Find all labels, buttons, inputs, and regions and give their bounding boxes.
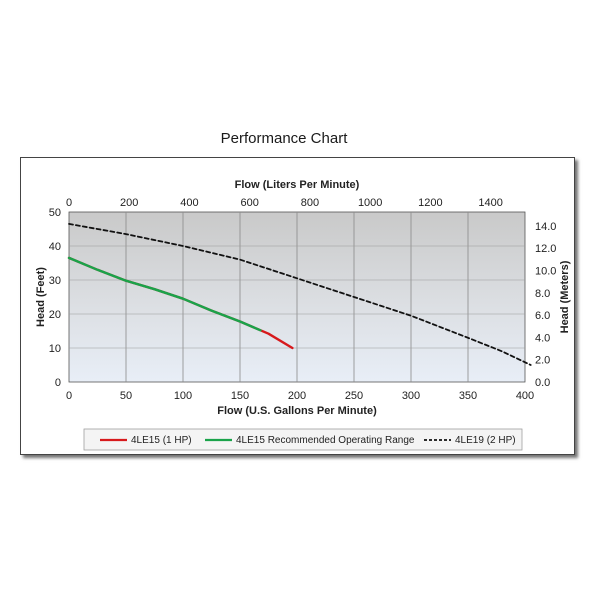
series-line-4le19 [68, 222, 532, 366]
x2-tick-label: 1400 [478, 197, 502, 209]
x-tick-label: 100 [174, 390, 192, 402]
y2-axis-label: Head (Meters) [559, 260, 571, 333]
y-tick-label: 50 [49, 207, 61, 219]
series-line-recommended [67, 256, 262, 332]
x-tick-label: 400 [516, 390, 534, 402]
y-tick-label: 0 [55, 377, 61, 389]
series-lines [67, 222, 532, 366]
y2-tick-label: 4.0 [535, 332, 550, 344]
legend-label-recommended: 4LE15 Recommended Operating Range [236, 435, 415, 446]
x-axis-label: Flow (U.S. Gallons Per Minute) [217, 405, 377, 417]
x2-tick-label: 0 [66, 197, 72, 209]
x-tick-label: 350 [459, 390, 477, 402]
y2-tick-label: 2.0 [535, 355, 550, 367]
y2-tick-label: 14.0 [535, 221, 556, 233]
legend: 4LE15 (1 HP) 4LE15 Recommended Operating… [100, 435, 516, 446]
y2-tick-label: 0.0 [535, 377, 550, 389]
x2-tick-label: 600 [241, 197, 259, 209]
y-tick-label: 30 [49, 275, 61, 287]
x2-tick-label: 1200 [418, 197, 442, 209]
y-tick-label: 20 [49, 309, 61, 321]
y-axis-label: Head (Feet) [35, 267, 47, 327]
x-tick-label: 300 [402, 390, 420, 402]
x-tick-label: 200 [288, 390, 306, 402]
x-tick-label: 50 [120, 390, 132, 402]
x-tick-label: 0 [66, 390, 72, 402]
y2-tick-label: 10.0 [535, 265, 556, 277]
grid-lines [69, 212, 525, 382]
legend-label-4le15: 4LE15 (1 HP) [131, 435, 192, 446]
y2-tick-label: 12.0 [535, 243, 556, 255]
x2-axis-label: Flow (Liters Per Minute) [235, 179, 360, 191]
x2-tick-label: 400 [180, 197, 198, 209]
x2-tick-label: 1000 [358, 197, 382, 209]
x-tick-label: 150 [231, 390, 249, 402]
legend-label-4le19: 4LE19 (2 HP) [455, 435, 516, 446]
y-tick-label: 40 [49, 241, 61, 253]
x-tick-label: 250 [345, 390, 363, 402]
x2-tick-label: 200 [120, 197, 138, 209]
y2-tick-label: 6.0 [535, 310, 550, 322]
chart-title: Performance Chart [220, 130, 348, 147]
x2-tick-label: 800 [301, 197, 319, 209]
y2-tick-label: 8.0 [535, 288, 550, 300]
y-tick-label: 10 [49, 343, 61, 355]
legend-box [83, 428, 523, 451]
